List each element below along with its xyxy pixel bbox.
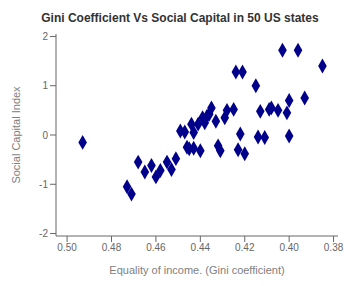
svg-text:0.42: 0.42 [235, 242, 255, 253]
svg-text:0.48: 0.48 [102, 242, 122, 253]
svg-text:1: 1 [42, 80, 48, 91]
svg-text:Social Capital Index: Social Capital Index [10, 86, 22, 184]
svg-text:0.50: 0.50 [57, 242, 77, 253]
svg-text:0.44: 0.44 [191, 242, 211, 253]
svg-text:-2: -2 [39, 228, 48, 239]
svg-text:Equality of income. (Gini coef: Equality of income. (Gini coefficient) [109, 264, 284, 276]
svg-text:0: 0 [42, 130, 48, 141]
svg-text:-1: -1 [39, 179, 48, 190]
svg-text:2: 2 [42, 31, 48, 42]
svg-text:0.38: 0.38 [324, 242, 344, 253]
svg-text:0.40: 0.40 [279, 242, 299, 253]
html-text:Gini Coefficient Vs Social Cap: Gini Coefficient Vs Social Capital in 50… [41, 11, 319, 25]
svg-text:0.46: 0.46 [146, 242, 166, 253]
